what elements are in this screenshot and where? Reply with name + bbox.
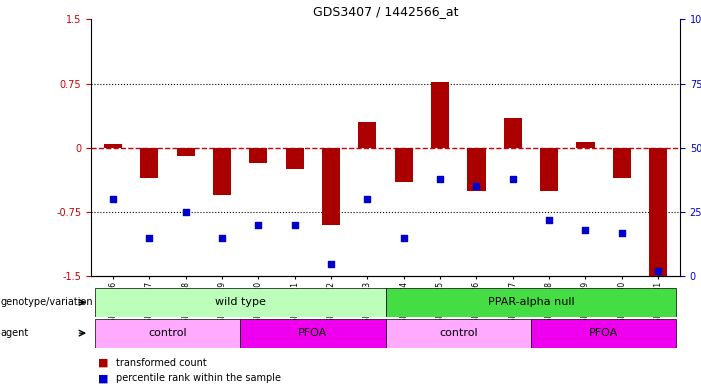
Point [580,227,591,233]
Point [180,209,191,215]
Bar [504,118,522,148]
Bar [358,122,376,148]
Bar [95,288,386,317]
Bar [240,319,386,348]
Bar [576,142,594,148]
Text: control: control [148,328,186,338]
Text: agent: agent [1,328,29,338]
Bar [431,82,449,148]
Text: ■: ■ [98,373,109,383]
Bar [95,319,240,348]
Point [325,260,336,266]
Text: genotype/variation: genotype/variation [1,297,93,308]
Text: control: control [439,328,477,338]
Text: PFOA: PFOA [589,328,618,338]
Bar [104,144,122,148]
Bar [213,148,231,195]
Point [398,235,409,241]
Bar [649,148,667,276]
Bar [177,148,195,156]
Title: GDS3407 / 1442566_at: GDS3407 / 1442566_at [313,5,458,18]
Point [217,235,228,241]
Text: ■: ■ [98,358,109,368]
Point [471,184,482,190]
Point [144,235,155,241]
Bar [395,148,413,182]
Point [362,196,373,202]
Text: percentile rank within the sample: percentile rank within the sample [116,373,280,383]
Bar [613,148,631,178]
Bar [285,148,304,169]
Bar [531,319,676,348]
Text: PPAR-alpha null: PPAR-alpha null [488,297,574,308]
Text: transformed count: transformed count [116,358,206,368]
Bar [468,148,486,191]
Point [507,175,518,182]
Point [289,222,300,228]
Bar [250,148,267,163]
Text: PFOA: PFOA [298,328,327,338]
Point [543,217,554,223]
Point [253,222,264,228]
Bar [140,148,158,178]
Bar [540,148,558,191]
Bar [386,319,531,348]
Bar [386,288,676,317]
Point [107,196,118,202]
Point [616,230,627,236]
Bar [322,148,340,225]
Point [435,175,446,182]
Text: wild type: wild type [215,297,266,308]
Point [653,268,664,275]
